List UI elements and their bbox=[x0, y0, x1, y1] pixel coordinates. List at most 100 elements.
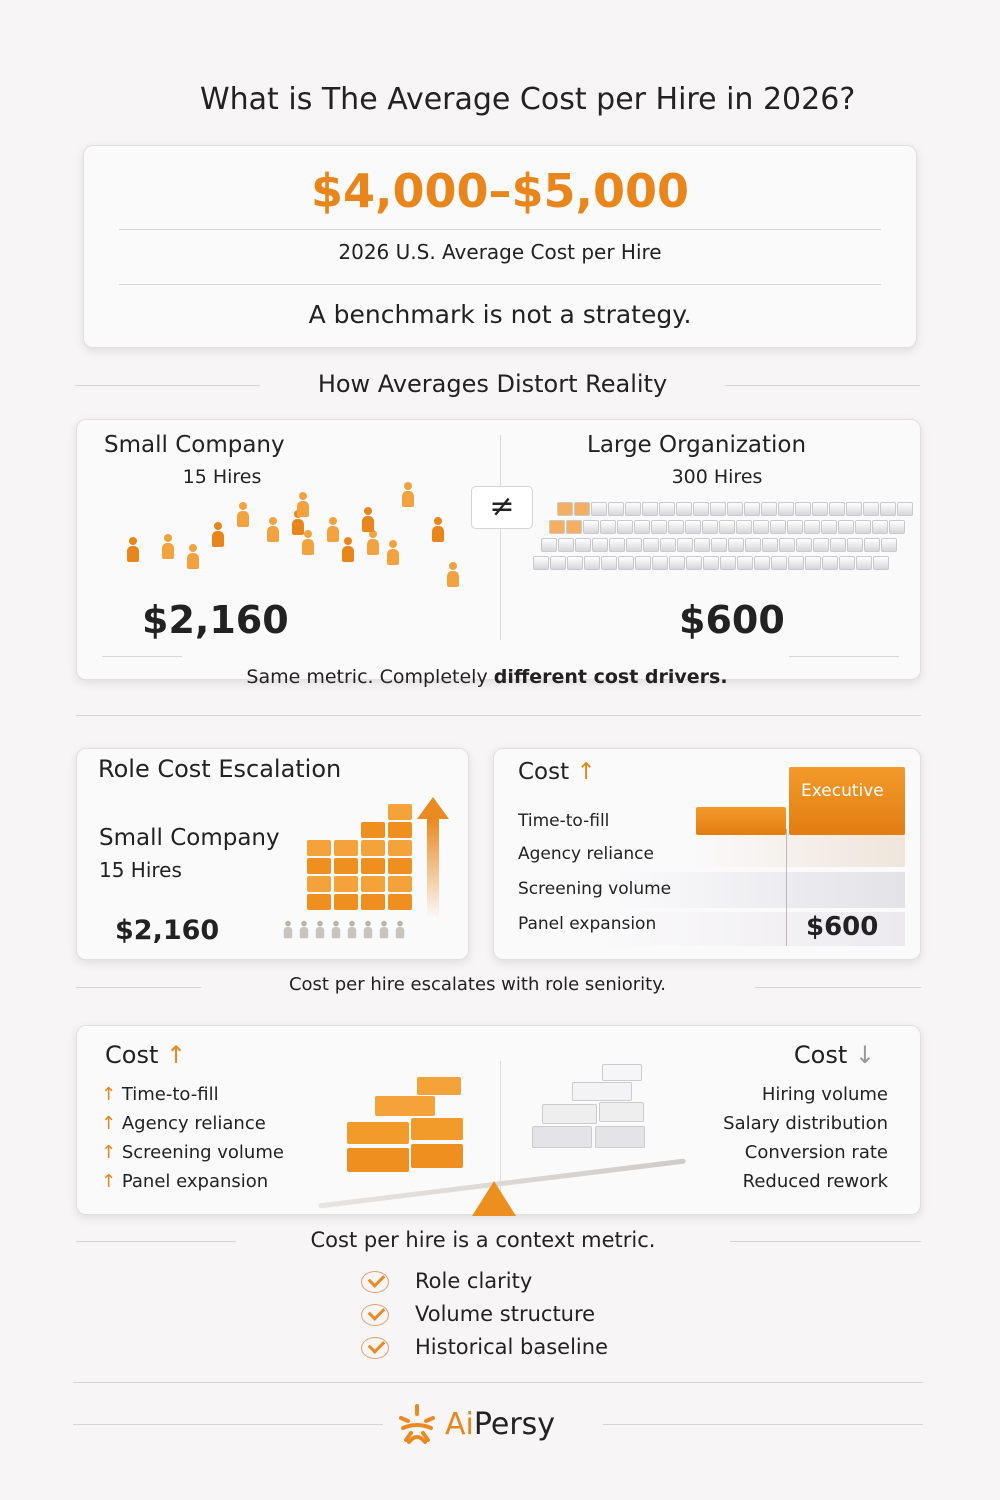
person-cube-icon bbox=[694, 538, 710, 552]
person-cube-icon bbox=[720, 556, 736, 570]
person-cube-icon bbox=[634, 520, 650, 534]
arrow-up-icon: ↑ bbox=[101, 1171, 117, 1192]
person-cube-icon bbox=[770, 520, 786, 534]
person-cube-icon bbox=[558, 538, 574, 552]
cost-bar-block bbox=[388, 858, 412, 874]
person-cube-icon bbox=[601, 556, 617, 570]
person-cube-icon bbox=[635, 556, 651, 570]
cost-up-title: Cost ↑ bbox=[518, 759, 596, 785]
hero-tagline: A benchmark is not a strategy. bbox=[308, 300, 692, 329]
cost-driver-item: Panel expansion bbox=[518, 914, 657, 934]
person-icon bbox=[362, 507, 374, 532]
person-cube-icon bbox=[863, 502, 879, 516]
person-cube-icon bbox=[822, 556, 838, 570]
context-caption: Cost per hire is a context metric. bbox=[310, 1228, 656, 1252]
person-cube-icon bbox=[583, 520, 599, 534]
person-cube-icon bbox=[566, 520, 582, 534]
person-cube-icon bbox=[830, 538, 846, 552]
person-icon bbox=[212, 522, 224, 547]
balance-card: Cost ↑ Cost ↓ ↑ Time-to-fill ↑ Agency rel… bbox=[76, 1025, 921, 1216]
person-cube-icon bbox=[838, 520, 854, 534]
escalation-title: Role Cost Escalation bbox=[98, 755, 342, 783]
cost-bar-block bbox=[388, 822, 412, 838]
cost-up-label: Cost bbox=[518, 759, 570, 785]
person-icon bbox=[267, 517, 279, 542]
person-cube-icon bbox=[762, 538, 778, 552]
person-cube-icon bbox=[686, 556, 702, 570]
escalation-caption: Cost per hire escalates with role senior… bbox=[288, 974, 667, 995]
mid-block bbox=[696, 807, 786, 835]
person-cube-icon bbox=[557, 502, 573, 516]
cost-bar-block bbox=[334, 894, 358, 910]
checklist-item: Volume structure bbox=[415, 1302, 596, 1326]
logo-persy: Persy bbox=[473, 1406, 556, 1442]
person-cube-icon bbox=[693, 502, 709, 516]
cost-bar-block bbox=[388, 876, 412, 892]
item-label: Time-to-fill bbox=[121, 1084, 219, 1105]
cost-bar-block bbox=[361, 822, 385, 838]
person-icon bbox=[315, 920, 325, 939]
person-icon bbox=[363, 920, 373, 939]
cost-up-card: Executive Cost ↑ Time-to-fill Agency rel… bbox=[493, 748, 921, 960]
hero-subtitle: 2026 U.S. Average Cost per Hire bbox=[338, 240, 662, 264]
caption-bold: different cost drivers. bbox=[493, 666, 728, 688]
person-cube-icon bbox=[592, 538, 608, 552]
person-cube-icon bbox=[727, 502, 743, 516]
person-cube-icon bbox=[609, 538, 625, 552]
cost-increase-item: ↑ Panel expansion bbox=[101, 1171, 268, 1192]
cost-decrease-item: Salary distribution bbox=[723, 1113, 888, 1134]
cost-label: Cost bbox=[105, 1041, 159, 1069]
person-cube-icon bbox=[567, 556, 583, 570]
person-icon bbox=[283, 920, 293, 939]
person-icon bbox=[395, 920, 405, 939]
cost-bar-block bbox=[307, 858, 331, 874]
small-company-hires: 15 Hires bbox=[182, 466, 262, 488]
person-cube-icon bbox=[744, 502, 760, 516]
person-cube-icon bbox=[533, 556, 549, 570]
person-cube-icon bbox=[549, 520, 565, 534]
person-cube-icon bbox=[703, 556, 719, 570]
executive-label: Executive bbox=[801, 781, 884, 801]
checklist-item: Role clarity bbox=[415, 1269, 533, 1293]
person-icon bbox=[402, 482, 414, 507]
item-label: Panel expansion bbox=[121, 1171, 269, 1192]
person-icon bbox=[237, 502, 249, 527]
person-cube-icon bbox=[652, 556, 668, 570]
arrow-down-icon: ↓ bbox=[854, 1041, 875, 1069]
person-icon bbox=[327, 517, 339, 542]
person-cube-icon bbox=[719, 520, 735, 534]
arrow-up-icon: ↑ bbox=[101, 1113, 117, 1134]
person-cube-icon bbox=[846, 502, 862, 516]
cost-bar-block bbox=[307, 840, 331, 856]
cost-bar-block bbox=[334, 858, 358, 874]
person-cube-icon bbox=[812, 502, 828, 516]
escalation-company: Small Company bbox=[99, 825, 280, 851]
person-cube-icon bbox=[669, 556, 685, 570]
cost-bar-block bbox=[388, 840, 412, 856]
person-cube-icon bbox=[737, 556, 753, 570]
section-heading-distort: How Averages Distort Reality bbox=[317, 370, 668, 398]
arrow-up-icon: ↑ bbox=[166, 1041, 187, 1069]
hero-card: $4,000–$5,000 2026 U.S. Average Cost per… bbox=[83, 145, 917, 348]
cost-decrease-item: Reduced rework bbox=[742, 1171, 888, 1192]
person-icon bbox=[187, 544, 199, 569]
arrow-up-icon: ↑ bbox=[101, 1142, 117, 1163]
person-cube-icon bbox=[625, 502, 641, 516]
person-cube-icon bbox=[795, 502, 811, 516]
person-icon bbox=[331, 920, 341, 939]
cost-decrease-item: Hiring volume bbox=[761, 1084, 888, 1105]
person-cube-icon bbox=[745, 538, 761, 552]
person-cube-icon bbox=[659, 502, 675, 516]
small-company-cost: $2,160 bbox=[142, 598, 289, 642]
cost-label: Cost bbox=[793, 1041, 848, 1069]
item-label: Screening volume bbox=[121, 1142, 284, 1163]
person-cube-icon bbox=[651, 520, 667, 534]
person-cube-icon bbox=[880, 502, 896, 516]
person-cube-icon bbox=[541, 538, 557, 552]
item-label: Agency reliance bbox=[121, 1113, 266, 1134]
person-cube-icon bbox=[839, 556, 855, 570]
person-cube-icon bbox=[855, 520, 871, 534]
person-cube-icon bbox=[805, 556, 821, 570]
person-cube-icon bbox=[728, 538, 744, 552]
person-icon bbox=[387, 540, 399, 565]
